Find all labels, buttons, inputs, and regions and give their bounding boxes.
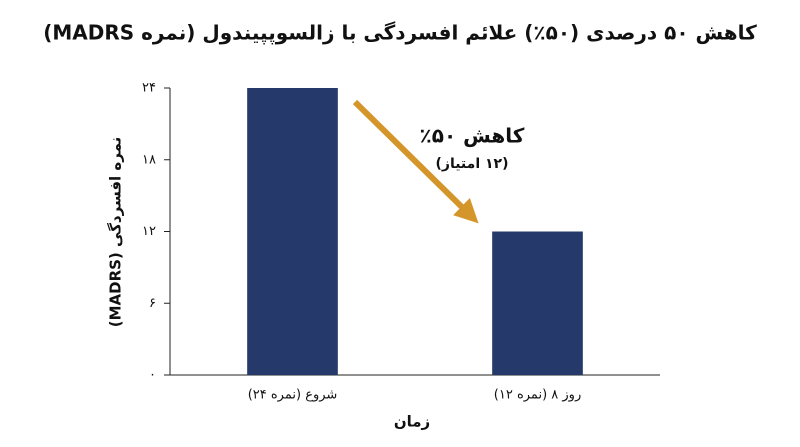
annotation-title: کاهش ۵۰٪ — [420, 124, 525, 148]
y-tick-label: ۱۸ — [142, 152, 156, 167]
bar — [247, 88, 338, 375]
annotation-subtitle: (۱۲ امتیاز) — [436, 156, 509, 172]
arrow — [352, 99, 479, 224]
y-axis-label: نمره افسردگی (MADRS) — [107, 137, 125, 328]
chart-title: کاهش ۵۰ درصدی (۵۰٪) علائم افسردگی با زال… — [43, 21, 757, 46]
x-tick-label: روز ۸ (نمره ۱۲) — [494, 388, 581, 403]
x-axis-label: زمان — [394, 413, 430, 431]
x-tick-label: شروع (نمره ۲۴) — [248, 388, 338, 403]
y-tick-label: ۶ — [149, 296, 156, 311]
y-tick-label: ۲۴ — [142, 81, 156, 96]
y-tick-label: ۰ — [149, 368, 156, 383]
y-tick-label: ۱۲ — [142, 224, 156, 239]
bar — [492, 231, 583, 375]
